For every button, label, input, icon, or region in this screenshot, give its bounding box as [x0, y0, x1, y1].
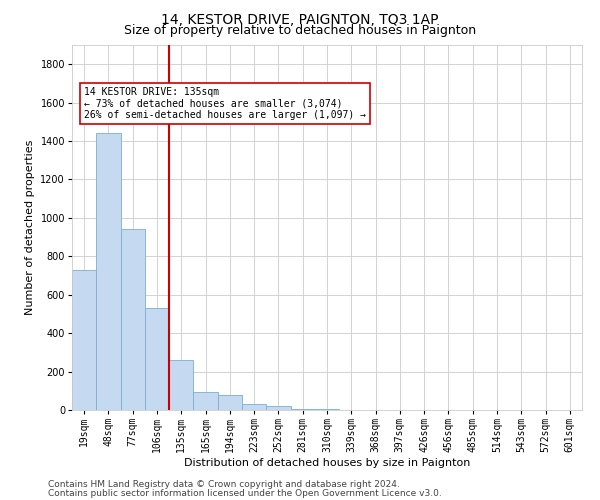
Text: 14 KESTOR DRIVE: 135sqm
← 73% of detached houses are smaller (3,074)
26% of semi: 14 KESTOR DRIVE: 135sqm ← 73% of detache… — [85, 88, 367, 120]
Text: 14, KESTOR DRIVE, PAIGNTON, TQ3 1AP: 14, KESTOR DRIVE, PAIGNTON, TQ3 1AP — [161, 12, 439, 26]
Bar — [218, 394, 242, 410]
Text: Size of property relative to detached houses in Paignton: Size of property relative to detached ho… — [124, 24, 476, 37]
Bar — [290, 409, 315, 410]
Y-axis label: Number of detached properties: Number of detached properties — [25, 140, 35, 315]
X-axis label: Distribution of detached houses by size in Paignton: Distribution of detached houses by size … — [184, 458, 470, 468]
Bar — [72, 270, 96, 410]
Bar — [121, 230, 145, 410]
Bar — [96, 134, 121, 410]
Bar — [145, 308, 169, 410]
Bar — [266, 406, 290, 410]
Bar — [169, 360, 193, 410]
Text: Contains public sector information licensed under the Open Government Licence v3: Contains public sector information licen… — [48, 488, 442, 498]
Text: Contains HM Land Registry data © Crown copyright and database right 2024.: Contains HM Land Registry data © Crown c… — [48, 480, 400, 489]
Bar — [193, 392, 218, 410]
Bar — [242, 404, 266, 410]
